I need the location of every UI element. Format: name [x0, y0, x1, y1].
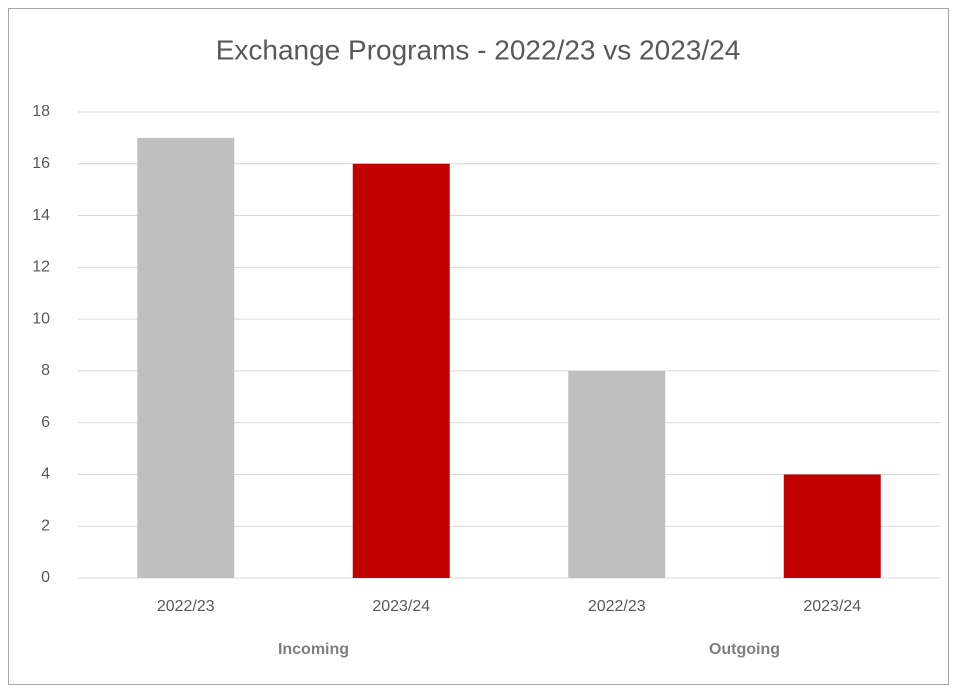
y-tick-label: 14 — [32, 207, 50, 224]
y-tick-label: 4 — [41, 466, 50, 483]
y-tick-label: 0 — [41, 569, 50, 586]
group-label: Outgoing — [709, 641, 780, 658]
bar — [137, 137, 235, 578]
x-tick-label: 2023/24 — [372, 598, 430, 615]
y-tick-label: 6 — [41, 414, 50, 431]
bar — [568, 370, 666, 578]
y-tick-label: 8 — [41, 362, 50, 379]
y-tick-label: 2 — [41, 517, 50, 534]
y-tick-label: 18 — [32, 103, 50, 120]
x-tick-label: 2022/23 — [157, 598, 215, 615]
x-tick-label: 2022/23 — [588, 598, 646, 615]
y-tick-label: 10 — [32, 310, 50, 327]
y-tick-label: 16 — [32, 155, 50, 172]
bar — [352, 163, 450, 578]
bar — [783, 474, 881, 578]
group-label: Incoming — [278, 641, 349, 658]
x-tick-label: 2023/24 — [803, 598, 861, 615]
y-tick-label: 12 — [32, 259, 50, 276]
chart-title: Exchange Programs - 2022/23 vs 2023/24 — [216, 34, 741, 65]
